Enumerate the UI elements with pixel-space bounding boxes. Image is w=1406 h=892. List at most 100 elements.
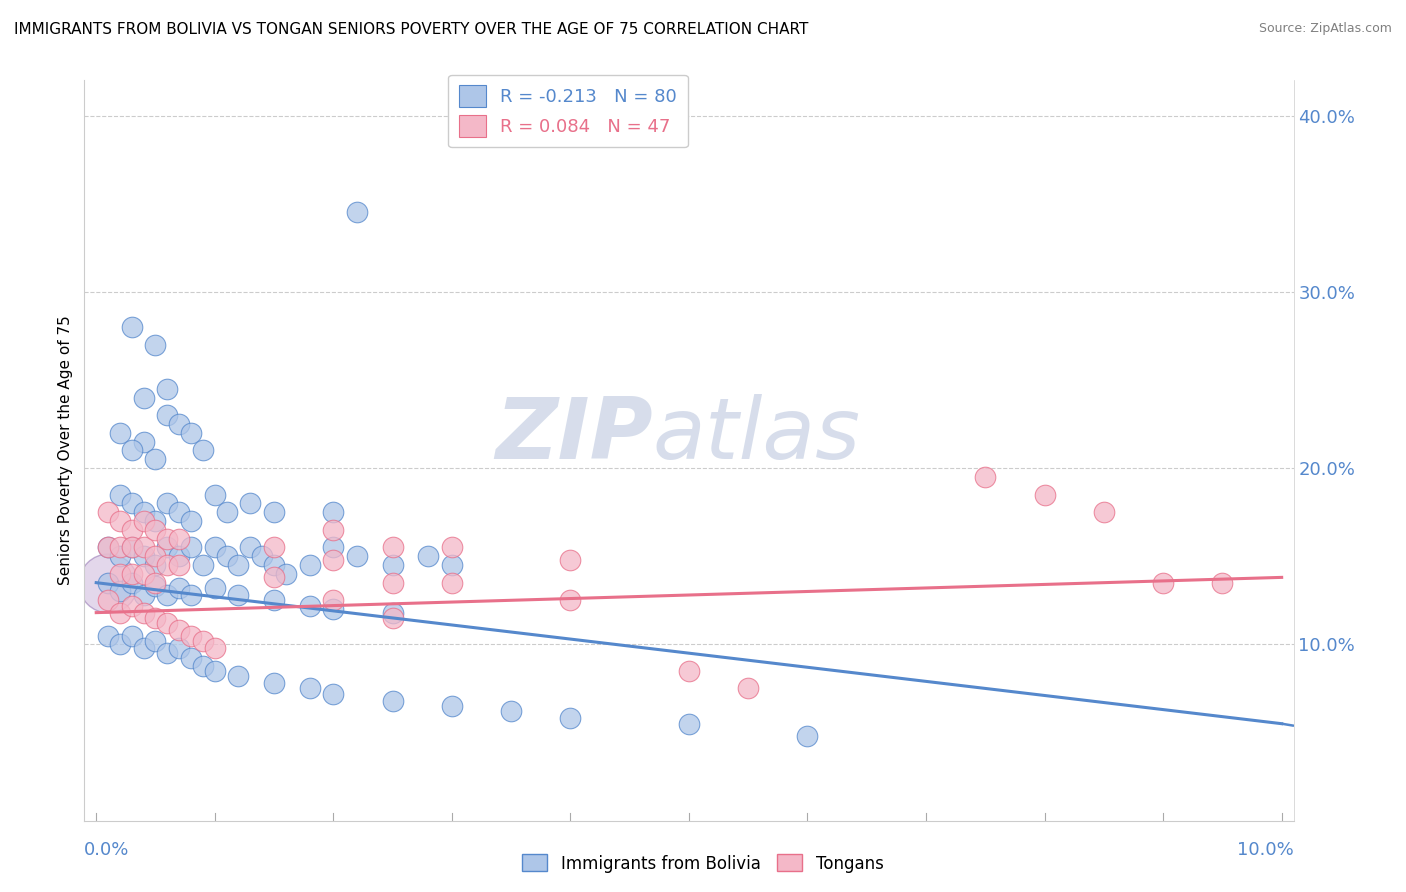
Point [145,579,167,593]
Point [132,514,155,528]
Point [108,566,131,581]
Point [263,593,285,607]
Point [678,664,700,678]
Text: atlas: atlas [652,394,860,477]
Point [167,417,190,431]
Point [145,514,167,528]
Point [191,558,214,572]
Point [215,549,238,564]
Point [263,676,285,690]
Point [796,729,818,743]
Point [215,505,238,519]
Point [263,570,285,584]
Point [560,553,582,567]
Point [1152,575,1174,590]
Text: 10.0%: 10.0% [1237,841,1294,859]
Point [322,541,344,555]
Point [381,575,404,590]
Point [678,716,700,731]
Point [298,599,321,613]
Point [132,588,155,602]
Y-axis label: Seniors Poverty Over the Age of 75: Seniors Poverty Over the Age of 75 [58,316,73,585]
Point [156,532,179,546]
Point [145,549,167,564]
Point [108,584,131,599]
Point [167,549,190,564]
Point [191,443,214,458]
Point [204,487,226,501]
Point [156,558,179,572]
Point [156,496,179,510]
Point [440,575,463,590]
Point [180,651,202,665]
Point [322,553,344,567]
Point [97,575,120,590]
Text: IMMIGRANTS FROM BOLIVIA VS TONGAN SENIORS POVERTY OVER THE AGE OF 75 CORRELATION: IMMIGRANTS FROM BOLIVIA VS TONGAN SENIOR… [14,22,808,37]
Point [132,541,155,555]
Point [263,558,285,572]
Point [346,549,368,564]
Point [381,558,404,572]
Point [322,523,344,537]
Point [156,541,179,555]
Point [167,581,190,595]
Point [108,514,131,528]
Point [180,628,202,642]
Point [1033,487,1056,501]
Point [156,616,179,631]
Point [1092,505,1115,519]
Point [97,593,120,607]
Text: Source: ZipAtlas.com: Source: ZipAtlas.com [1258,22,1392,36]
Point [180,588,202,602]
Point [97,575,120,590]
Point [145,633,167,648]
Legend: R = -0.213   N = 80, R = 0.084   N = 47: R = -0.213 N = 80, R = 0.084 N = 47 [449,75,688,147]
Point [440,558,463,572]
Point [440,541,463,555]
Point [156,382,179,396]
Point [108,425,131,440]
Point [263,541,285,555]
Point [560,711,582,725]
Point [381,606,404,620]
Point [263,505,285,519]
Point [346,205,368,219]
Point [121,541,143,555]
Point [228,588,250,602]
Point [108,487,131,501]
Point [322,687,344,701]
Point [322,593,344,607]
Point [322,505,344,519]
Point [121,523,143,537]
Point [239,541,262,555]
Point [167,640,190,655]
Point [121,628,143,642]
Point [204,664,226,678]
Point [132,434,155,449]
Point [322,602,344,616]
Point [132,606,155,620]
Point [191,658,214,673]
Point [108,606,131,620]
Point [121,541,143,555]
Text: 0.0%: 0.0% [84,841,129,859]
Point [191,633,214,648]
Point [145,611,167,625]
Point [156,646,179,660]
Point [97,541,120,555]
Point [121,575,143,590]
Point [145,558,167,572]
Point [239,496,262,510]
Point [250,549,273,564]
Point [121,320,143,334]
Point [121,599,143,613]
Point [108,549,131,564]
Point [204,541,226,555]
Point [121,496,143,510]
Point [132,640,155,655]
Point [145,337,167,351]
Point [180,425,202,440]
Point [145,452,167,467]
Point [145,575,167,590]
Point [167,532,190,546]
